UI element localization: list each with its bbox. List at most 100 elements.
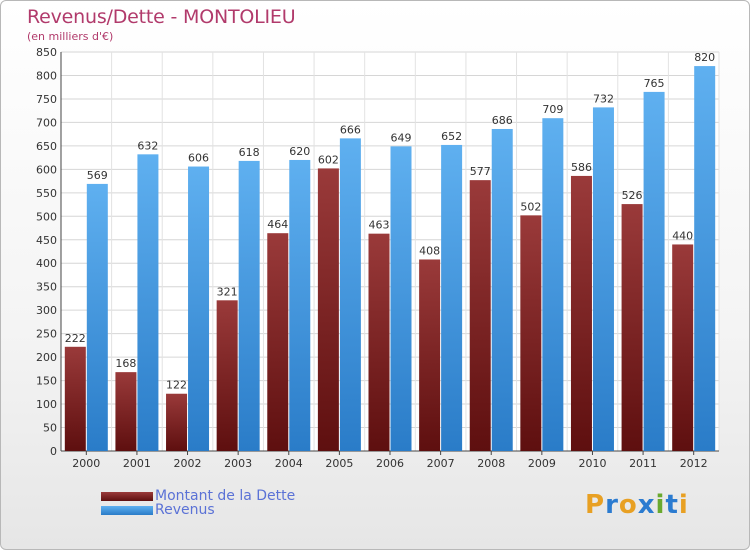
- bar-revenus: [643, 91, 665, 452]
- bar-dette: [267, 233, 289, 451]
- data-label: 502: [520, 200, 541, 213]
- y-tick-label: 650: [36, 140, 57, 153]
- logo-letter: i: [655, 490, 666, 520]
- data-label: 464: [267, 218, 288, 231]
- bar-revenus: [441, 144, 463, 451]
- data-label: 222: [65, 332, 86, 345]
- bar-revenus: [390, 146, 412, 452]
- axes: 0 50 100 150 200 250 300 350 400 450 500 550 600 650 7…: [36, 46, 719, 470]
- bar-revenus: [542, 118, 564, 451]
- data-label: 618: [239, 146, 260, 159]
- legend-swatch-revenue: [101, 505, 153, 515]
- logo-letter: i: [678, 490, 689, 520]
- data-label: 732: [593, 92, 614, 105]
- data-label: 586: [571, 161, 592, 174]
- logo-letter: r: [605, 490, 619, 520]
- data-label: 649: [391, 131, 412, 144]
- x-tick-label: 2001: [123, 457, 151, 470]
- y-tick-label: 50: [43, 422, 57, 435]
- bar-dette: [115, 372, 137, 451]
- x-tick-label: 2000: [72, 457, 100, 470]
- bars: [64, 66, 716, 452]
- y-tick-label: 200: [36, 351, 57, 364]
- logo-letter: t: [665, 490, 679, 520]
- bar-dette: [368, 233, 390, 451]
- chart-title: Revenus/Dette - MONTOLIEU: [27, 6, 296, 28]
- y-tick-label: 0: [50, 445, 57, 458]
- y-tick-label: 450: [36, 234, 57, 247]
- x-tick-label: 2006: [376, 457, 404, 470]
- data-label: 408: [419, 244, 440, 257]
- data-label: 463: [369, 219, 390, 232]
- x-tick-label: 2003: [224, 457, 252, 470]
- y-tick-label: 150: [36, 375, 57, 388]
- data-label: 168: [115, 357, 136, 370]
- bar-dette: [672, 244, 694, 451]
- plot-area: [61, 52, 719, 451]
- data-label: 602: [318, 153, 339, 166]
- bar-dette: [520, 215, 542, 451]
- y-tick-label: 300: [36, 304, 57, 317]
- bar-revenus: [694, 66, 716, 452]
- y-tick-label: 500: [36, 210, 57, 223]
- data-label: 666: [340, 123, 361, 136]
- legend-label-revenue: Revenus: [155, 502, 215, 518]
- data-label: 686: [492, 114, 513, 127]
- legend-label-debt: Montant de la Dette: [155, 488, 296, 504]
- x-tick-label: 2011: [629, 457, 657, 470]
- y-tick-label: 750: [36, 93, 57, 106]
- data-label: 526: [622, 189, 643, 202]
- logo-letter: x: [637, 490, 656, 520]
- x-tick-label: 2012: [680, 457, 708, 470]
- x-tick-label: 2005: [325, 457, 353, 470]
- data-label: 122: [166, 379, 187, 392]
- proxiti-logo: Proxiti: [585, 490, 689, 520]
- data-label: 321: [217, 285, 238, 298]
- logo-letter: o: [618, 490, 638, 520]
- bar-revenus: [188, 166, 210, 451]
- bar-dette: [166, 393, 188, 451]
- x-tick-label: 2004: [275, 457, 303, 470]
- legend-item-debt: Montant de la Dette: [101, 488, 295, 504]
- y-tick-label: 550: [36, 187, 57, 200]
- bar-dette: [570, 175, 592, 451]
- data-label: 632: [137, 139, 158, 152]
- data-label: 765: [644, 77, 665, 90]
- x-tick-label: 2007: [427, 457, 455, 470]
- y-tick-label: 600: [36, 163, 57, 176]
- data-label: 820: [694, 51, 715, 64]
- x-tick-label: 2002: [174, 457, 202, 470]
- legend-item-revenue: Revenus: [101, 502, 215, 518]
- y-tick-label: 850: [36, 46, 57, 59]
- bar-dette: [216, 300, 238, 451]
- bar-revenus: [491, 128, 513, 451]
- data-label: 569: [87, 169, 108, 182]
- bar-dette: [469, 180, 491, 451]
- y-tick-label: 350: [36, 281, 57, 294]
- data-label: 620: [289, 145, 310, 158]
- data-label: 652: [441, 130, 462, 143]
- x-tick-label: 2008: [477, 457, 505, 470]
- data-label: 440: [672, 229, 693, 242]
- data-labels: 222 569 168 632 122 606 321 618 464 620 602 666 463 6…: [65, 51, 715, 392]
- bar-revenus: [339, 138, 361, 451]
- chart-subtitle: (en milliers d'€): [27, 30, 114, 43]
- bar-revenus: [289, 159, 311, 451]
- y-tick-label: 700: [36, 116, 57, 129]
- x-tick-label: 2010: [578, 457, 606, 470]
- data-label: 606: [188, 152, 209, 165]
- data-label: 577: [470, 165, 491, 178]
- bar-dette: [317, 168, 339, 451]
- bar-revenus: [86, 183, 108, 451]
- bar-revenus: [238, 160, 260, 451]
- bar-dette: [419, 259, 441, 451]
- data-label: 709: [542, 103, 563, 116]
- x-tick-label: 2009: [528, 457, 556, 470]
- logo-letter: P: [585, 490, 606, 520]
- bar-dette: [621, 204, 643, 451]
- legend-swatch-debt: [101, 491, 153, 501]
- bar-dette: [64, 346, 86, 451]
- bar-revenus: [592, 107, 614, 451]
